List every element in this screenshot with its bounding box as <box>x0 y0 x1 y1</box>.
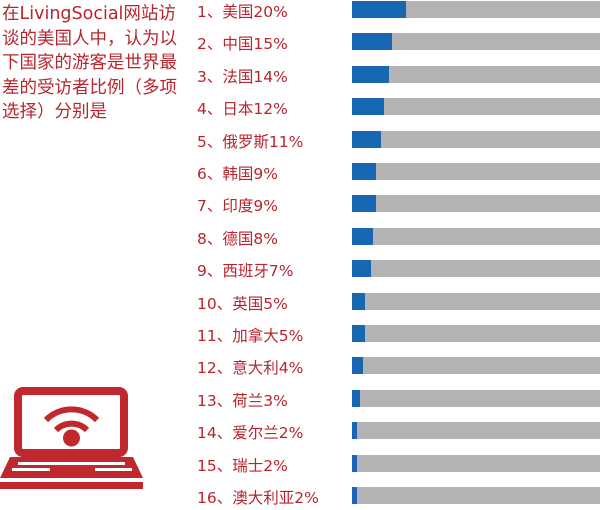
bar-label: 15、瑞士2% <box>197 456 288 475</box>
bar-track <box>352 260 600 278</box>
bar <box>352 130 382 148</box>
bar-label: 12、意大利4% <box>197 359 304 378</box>
bar <box>352 260 371 278</box>
bar-label: 8、德国8% <box>197 229 278 248</box>
bar-track <box>352 33 600 51</box>
bar <box>352 357 363 375</box>
bar-track <box>352 163 600 180</box>
bar-track <box>352 195 600 213</box>
bar-label: 14、爱尔兰2% <box>197 424 304 443</box>
bar-label: 3、法国14% <box>197 67 288 86</box>
bar <box>352 454 358 472</box>
bar-track <box>352 65 600 83</box>
bar-track <box>352 422 600 440</box>
bar-label: 2、中国15% <box>197 35 288 54</box>
bar <box>352 98 385 116</box>
bar-label: 9、西班牙7% <box>197 262 294 281</box>
bar-track <box>352 227 600 245</box>
bar <box>352 389 361 407</box>
bar-label: 4、日本12% <box>197 100 288 119</box>
bar-label: 7、印度9% <box>197 197 278 216</box>
bar <box>352 33 393 51</box>
bar <box>352 292 366 310</box>
bar-label: 6、韩国9% <box>197 165 278 183</box>
bar-label: 5、俄罗斯11% <box>197 132 304 151</box>
bar-track <box>352 357 600 375</box>
intro-text: 在LivingSocial网站访谈的美国人中，认为以下国家的游客是世界最差的受访… <box>2 4 177 122</box>
bar-track <box>352 487 600 504</box>
bar <box>352 227 374 245</box>
bar-label: 10、英国5% <box>197 294 288 313</box>
bar <box>352 195 377 213</box>
laptop-wifi-icon <box>0 387 143 489</box>
bar-track <box>352 389 600 407</box>
bar-label: 16、澳大利亚2% <box>197 489 319 507</box>
bar <box>352 65 390 83</box>
bar <box>352 1 406 18</box>
bar <box>352 487 358 504</box>
bar-track <box>352 454 600 472</box>
bar-track <box>352 292 600 310</box>
bar <box>352 325 366 342</box>
bar <box>352 422 358 440</box>
bar-track <box>352 325 600 342</box>
bar-track <box>352 98 600 116</box>
bar-track <box>352 1 600 18</box>
bar <box>352 163 377 180</box>
bar-label: 13、荷兰3% <box>197 391 288 410</box>
bar-track <box>352 130 600 148</box>
bar-label: 1、美国20% <box>197 3 288 21</box>
bar-label: 11、加拿大5% <box>197 327 304 345</box>
